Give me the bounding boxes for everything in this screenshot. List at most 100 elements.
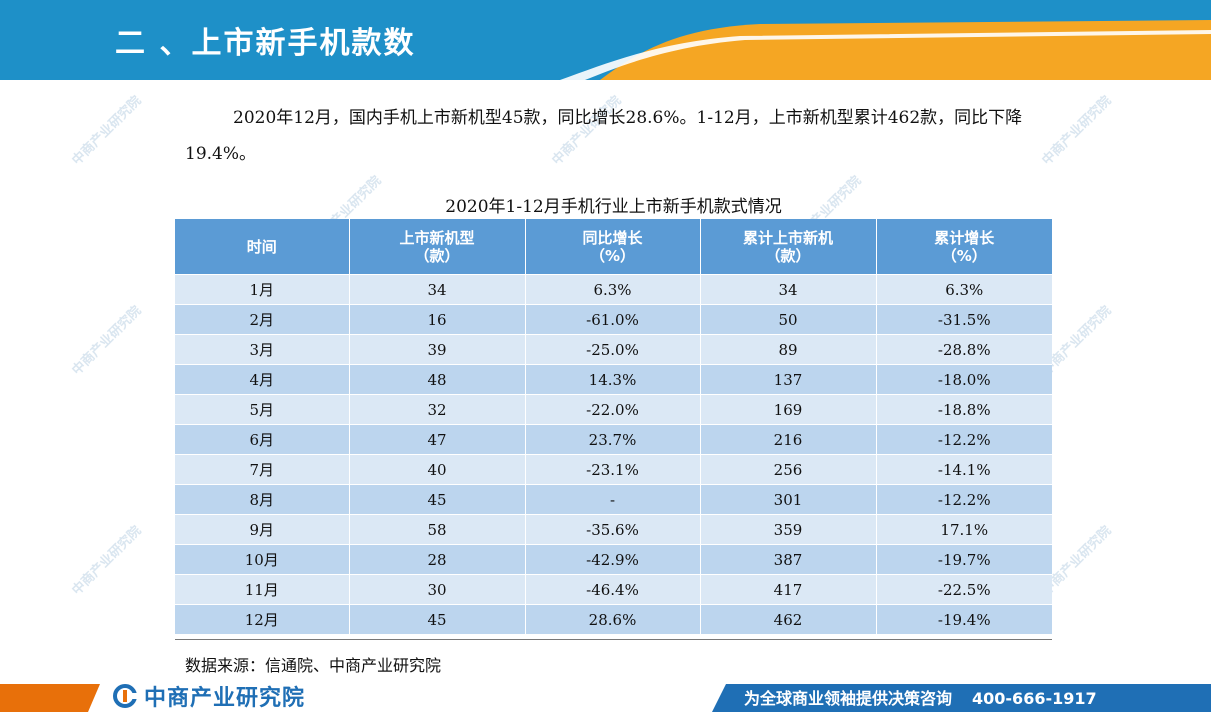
- column-header: 上市新机型 （款）: [349, 219, 526, 275]
- table-cell: 39: [349, 334, 526, 365]
- table-row: 10月 28 -42.9% 387 -19.7%: [175, 544, 1052, 575]
- table-cell: 47: [349, 424, 526, 455]
- column-header-unit: （款）: [414, 246, 460, 265]
- table-cell: -12.2%: [876, 424, 1052, 455]
- table-cell: -22.0%: [525, 394, 701, 425]
- table-cell: -28.8%: [876, 334, 1052, 365]
- table-cell: 17.1%: [876, 514, 1052, 545]
- table-cell: 8月: [175, 484, 350, 515]
- table-cell: -19.7%: [876, 544, 1052, 575]
- table-row: 2月 16 -61.0% 50 -31.5%: [175, 304, 1052, 335]
- table-row: 11月 30 -46.4% 417 -22.5%: [175, 574, 1052, 605]
- table-cell: 301: [700, 484, 877, 515]
- table-cell: 48: [349, 364, 526, 395]
- header-banner: 二 、上市新手机款数: [0, 0, 1211, 80]
- table-cell: 58: [349, 514, 526, 545]
- table-bottom-rule: [175, 639, 1052, 640]
- table-cell: 6月: [175, 424, 350, 455]
- table-row: 1月 34 6.3% 34 6.3%: [175, 274, 1052, 305]
- table-cell: 4月: [175, 364, 350, 395]
- company-logo-icon: [113, 684, 138, 708]
- column-header: 累计上市新机 （款）: [700, 219, 877, 275]
- data-table: 时间 上市新机型 （款） 同比增长 （%） 累计上市新机 （款） 累计增长 （%） 1月 34 6.…: [175, 219, 1052, 634]
- column-header-unit: （%）: [941, 246, 987, 265]
- watermark: 中商产业研究院: [69, 523, 145, 599]
- table-cell: 1月: [175, 274, 350, 305]
- table-cell: -14.1%: [876, 454, 1052, 485]
- table-cell: -61.0%: [525, 304, 701, 335]
- page-title: 二 、上市新手机款数: [115, 26, 416, 61]
- table-cell: -23.1%: [525, 454, 701, 485]
- table-cell: 12月: [175, 604, 350, 634]
- column-header: 同比增长 （%）: [525, 219, 701, 275]
- column-header-unit: （款）: [765, 246, 811, 265]
- table-cell: -: [525, 484, 701, 515]
- table-cell: 28: [349, 544, 526, 575]
- table-cell: 417: [700, 574, 877, 605]
- footer-logo-text: 中商产业研究院: [144, 686, 306, 711]
- table-cell: -42.9%: [525, 544, 701, 575]
- table-cell: -25.0%: [525, 334, 701, 365]
- table-cell: -19.4%: [876, 604, 1052, 634]
- table-row: 9月 58 -35.6% 359 17.1%: [175, 514, 1052, 545]
- table-cell: 3月: [175, 334, 350, 365]
- column-header-label: 上市新机型: [399, 228, 475, 247]
- table-cell: -46.4%: [525, 574, 701, 605]
- table-row: 6月 47 23.7% 216 -12.2%: [175, 424, 1052, 455]
- footer-slogan: 为全球商业领袖提供决策咨询: [744, 689, 953, 708]
- column-header-label: 同比增长: [582, 228, 643, 247]
- table-cell: -18.0%: [876, 364, 1052, 395]
- column-header-label: 累计上市新机: [742, 228, 833, 247]
- table-cell: 14.3%: [525, 364, 701, 395]
- table-cell: 45: [349, 604, 526, 634]
- table-cell: 30: [349, 574, 526, 605]
- intro-text: 2020年12月，国内手机上市新机型45款，同比增长28.6%。1-12月，上市…: [185, 108, 1023, 164]
- table-cell: 2月: [175, 304, 350, 335]
- table-row: 5月 32 -22.0% 169 -18.8%: [175, 394, 1052, 425]
- table-cell: 16: [349, 304, 526, 335]
- table-cell: -18.8%: [876, 394, 1052, 425]
- table-cell: 359: [700, 514, 877, 545]
- table-cell: -31.5%: [876, 304, 1052, 335]
- table-cell: 32: [349, 394, 526, 425]
- table-cell: 28.6%: [525, 604, 701, 634]
- table-cell: 7月: [175, 454, 350, 485]
- table-cell: -35.6%: [525, 514, 701, 545]
- column-header: 时间: [175, 219, 350, 275]
- table-cell: 137: [700, 364, 877, 395]
- footer-graphic: [0, 684, 1211, 712]
- intro-paragraph: 2020年12月，国内手机上市新机型45款，同比增长28.6%。1-12月，上市…: [185, 100, 1025, 172]
- table-cell: 34: [349, 274, 526, 305]
- table-row: 3月 39 -25.0% 89 -28.8%: [175, 334, 1052, 365]
- table-cell: 50: [700, 304, 877, 335]
- watermark: 中商产业研究院: [69, 93, 145, 169]
- header-wave-graphic: [0, 0, 1211, 80]
- column-header-label: 累计增长: [934, 228, 995, 247]
- footer-slogan-block: 为全球商业领袖提供决策咨询 400-666-1917: [744, 685, 1097, 709]
- table-cell: -12.2%: [876, 484, 1052, 515]
- watermark: 中商产业研究院: [1039, 93, 1115, 169]
- table-title: 2020年1-12月手机行业上市新手机款式情况: [445, 197, 782, 217]
- table-cell: 216: [700, 424, 877, 455]
- footer-bar: [0, 681, 1211, 712]
- table-cell: 34: [700, 274, 877, 305]
- table-row: 4月 48 14.3% 137 -18.0%: [175, 364, 1052, 395]
- table-row: 12月 45 28.6% 462 -19.4%: [175, 604, 1052, 634]
- table-cell: 40: [349, 454, 526, 485]
- column-header-unit: （%）: [589, 246, 636, 265]
- table-cell: 6.3%: [525, 274, 701, 305]
- table-row: 7月 40 -23.1% 256 -14.1%: [175, 454, 1052, 485]
- column-header: 累计增长 （%）: [876, 219, 1052, 275]
- footer-phone: 400-666-1917: [972, 689, 1097, 708]
- table-cell: 256: [700, 454, 877, 485]
- table-cell: 9月: [175, 514, 350, 545]
- table-cell: 169: [700, 394, 877, 425]
- table-cell: 10月: [175, 544, 350, 575]
- table-body: 1月 34 6.3% 34 6.3% 2月 16 -61.0% 50 -31.5% 3月 39 -25.…: [175, 274, 1052, 634]
- table-cell: 5月: [175, 394, 350, 425]
- table-row: 8月 45-301 -12.2%: [175, 484, 1052, 515]
- table-cell: 11月: [175, 574, 350, 605]
- table-cell: 462: [700, 604, 877, 634]
- footer-logo: 中商产业研究院: [112, 683, 306, 711]
- table-header-row: 时间 上市新机型 （款） 同比增长 （%） 累计上市新机 （款） 累计增长 （%）: [175, 219, 1052, 275]
